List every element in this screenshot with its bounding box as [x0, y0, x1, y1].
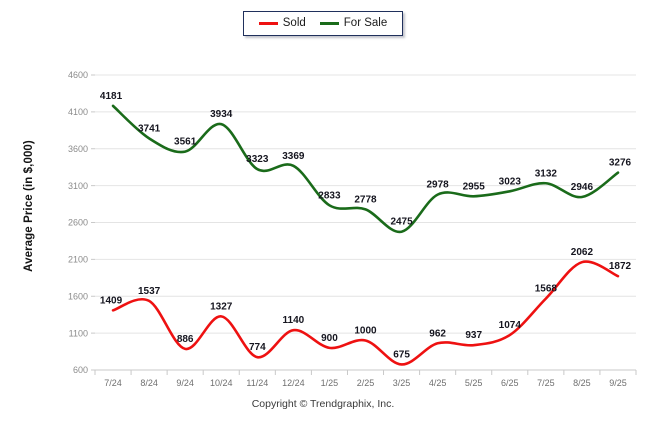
x-tick-label: 7/24: [104, 378, 122, 388]
data-label-sold: 900: [321, 333, 338, 344]
data-label-sold: 1000: [354, 326, 377, 337]
x-tick-label: 1/25: [321, 378, 339, 388]
series-line-for-sale: [111, 104, 620, 234]
data-label-for-sale: 3369: [282, 151, 305, 162]
data-label-layer: 1409 1537 886 1327 774 1140 900 1000 675 962 937 10…: [100, 91, 632, 361]
x-tick-label: 4/25: [429, 378, 447, 388]
x-tick-label: 9/25: [609, 378, 627, 388]
data-label-sold: 1537: [138, 286, 161, 297]
y-axis-title: Average Price (in $,000): [23, 140, 35, 272]
data-label-for-sale: 2978: [427, 180, 450, 191]
data-label-sold: 1409: [100, 295, 123, 306]
data-label-sold: 1872: [609, 261, 632, 272]
data-label-for-sale: 3132: [535, 168, 558, 179]
x-tick-label: 10/24: [210, 378, 233, 388]
legend-swatch-for-sale: [319, 22, 339, 25]
y-tick-label: 2600: [68, 218, 88, 228]
y-tick-label: 600: [73, 365, 88, 375]
chart-legend: Sold For Sale: [243, 11, 403, 36]
legend-item-for-sale[interactable]: For Sale: [319, 16, 388, 30]
y-tick-label: 4100: [68, 107, 88, 117]
y-axis-ticks: 600 1100 1600 2100 2600 3100 3600 4100 4600: [68, 70, 88, 375]
data-label-for-sale: 3741: [138, 123, 161, 134]
data-label-sold: 1327: [210, 301, 233, 312]
data-label-for-sale: 2475: [390, 217, 413, 228]
y-tick-label: 3600: [68, 144, 88, 154]
data-label-sold: 962: [429, 328, 446, 339]
data-label-sold: 675: [393, 349, 410, 360]
series-layer: [111, 104, 620, 366]
data-label-for-sale: 2778: [354, 194, 377, 205]
x-tick-label: 3/25: [393, 378, 411, 388]
x-tick-label: 12/24: [282, 378, 305, 388]
data-label-for-sale: 4181: [100, 91, 123, 102]
x-tick-label: 5/25: [465, 378, 483, 388]
data-label-for-sale: 3023: [499, 176, 522, 187]
grid-layer: [91, 74, 636, 371]
copyright-notice: Copyright © Trendgraphix, Inc.: [251, 398, 395, 410]
x-tick-label: 2/25: [357, 378, 375, 388]
legend-item-sold[interactable]: Sold: [258, 16, 306, 30]
x-tick-label: 8/24: [140, 378, 158, 388]
data-label-sold: 937: [465, 330, 482, 341]
legend-label-sold: Sold: [282, 16, 306, 29]
data-label-for-sale: 3323: [246, 154, 269, 165]
y-tick-label: 4600: [68, 70, 88, 80]
data-label-for-sale: 2833: [318, 190, 341, 201]
x-tick-label: 8/25: [573, 378, 591, 388]
data-label-for-sale: 3276: [609, 158, 632, 169]
series-line-sold: [111, 260, 620, 366]
x-tick-label: 11/24: [246, 378, 268, 388]
x-tick-label: 9/24: [176, 378, 194, 388]
x-axis-ticks: 7/24 8/24 9/24 10/24 11/24 12/24 1/25 2/25 3/25 4…: [94, 369, 637, 388]
data-label-for-sale: 2946: [571, 182, 594, 193]
data-label-sold: 774: [249, 342, 266, 353]
data-label-for-sale: 2955: [463, 181, 486, 192]
data-label-sold: 886: [177, 334, 194, 345]
data-label-sold: 1568: [535, 284, 558, 295]
legend-label-for-sale: For Sale: [343, 16, 388, 29]
data-label-sold: 1074: [499, 320, 522, 331]
y-tick-label: 1600: [68, 291, 88, 301]
data-label-for-sale: 3934: [210, 109, 233, 120]
data-label-sold: 1140: [283, 315, 305, 326]
x-tick-label: 7/25: [537, 378, 555, 388]
legend-swatch-sold: [258, 22, 278, 25]
data-label-sold: 2062: [571, 247, 594, 258]
x-tick-label: 6/25: [501, 378, 519, 388]
data-label-for-sale: 3561: [174, 137, 197, 148]
y-tick-label: 3100: [68, 181, 88, 191]
y-tick-label: 1100: [69, 328, 88, 338]
y-tick-label: 2100: [68, 255, 88, 265]
